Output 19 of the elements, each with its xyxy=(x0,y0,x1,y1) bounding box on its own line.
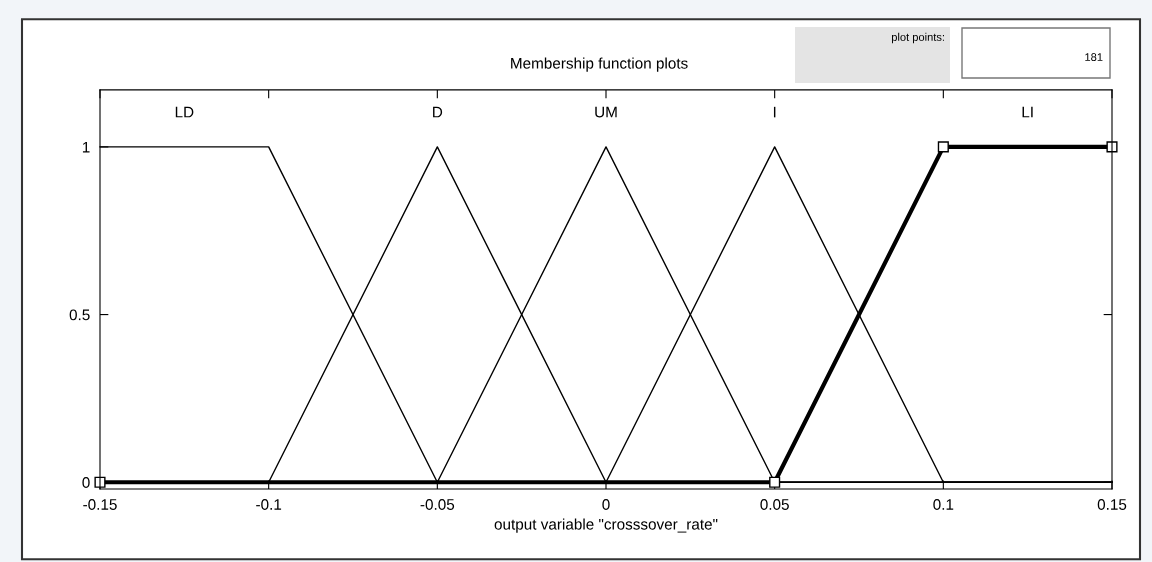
x-tick-label: -0.05 xyxy=(420,499,455,510)
y-tick-label: 0 xyxy=(82,477,90,488)
legend-label: I xyxy=(773,106,776,118)
chart-title: Membership function plots xyxy=(511,57,688,72)
x-tick-label: 0.15 xyxy=(1097,499,1127,510)
y-tick-label: 1 xyxy=(82,141,90,153)
x-axis-title: output variable "crosssover_rate" xyxy=(494,518,718,533)
x-tick-label: -0.1 xyxy=(256,499,282,510)
legend-label: UM xyxy=(595,106,617,118)
x-tick-label: 0.05 xyxy=(760,499,789,510)
x-tick-label: 0.1 xyxy=(933,499,954,510)
series-label: LI xyxy=(1022,106,1033,118)
x-tick-label: 0 xyxy=(602,499,610,510)
text: 181 xyxy=(1085,53,1103,61)
series-label: LD xyxy=(175,106,194,118)
x-tick-label: -0.15 xyxy=(83,499,117,510)
text: plot points: xyxy=(891,32,944,44)
legend-label: D xyxy=(433,106,443,118)
y-tick-label: 0.5 xyxy=(69,309,90,321)
